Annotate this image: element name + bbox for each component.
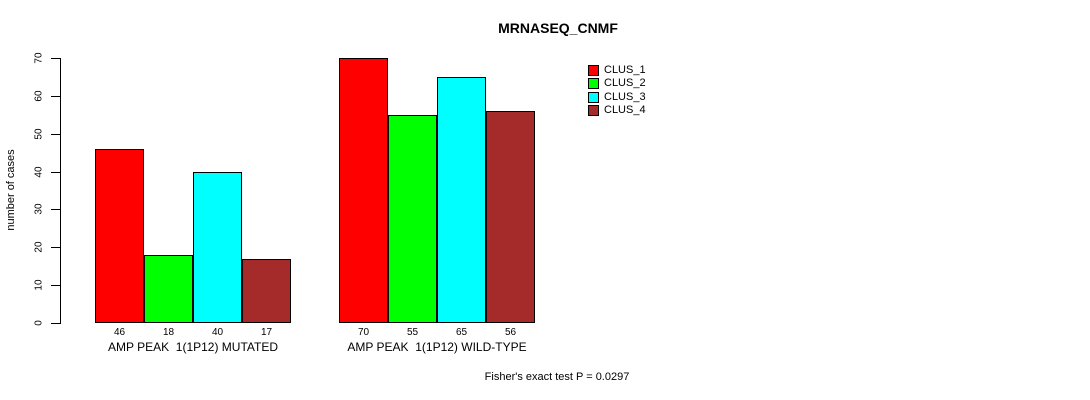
bar-value-label: 65	[455, 327, 468, 338]
bar	[388, 115, 437, 323]
y-axis-label: number of cases	[5, 149, 17, 231]
y-tick	[51, 95, 60, 97]
y-tick	[51, 247, 60, 249]
y-tick-label: 20	[33, 241, 45, 253]
legend-label: CLUS_4	[604, 104, 646, 117]
bar-value-label: 56	[504, 327, 517, 338]
y-tick	[51, 58, 60, 59]
bar	[339, 58, 388, 323]
group-label: AMP PEAK 1(1P12) MUTATED	[107, 340, 279, 354]
y-tick-label: 30	[33, 203, 45, 215]
bar-value-label: 40	[211, 327, 224, 338]
legend-label: CLUS_1	[604, 64, 646, 76]
legend: CLUS_1 CLUS_2 CLUS_3 CLUS_4	[588, 65, 688, 125]
bar-value-label: 18	[162, 327, 175, 338]
bar	[486, 111, 535, 323]
chart-title: MRNASEQ_CNMF	[498, 20, 618, 36]
bar-value-label: 55	[406, 327, 419, 338]
group-label: AMP PEAK 1(1P12) WILD-TYPE	[347, 340, 527, 354]
y-tick-label: 70	[33, 52, 45, 64]
legend-swatch	[588, 65, 599, 76]
bar-value-label: 46	[113, 327, 126, 338]
legend-swatch	[588, 78, 599, 90]
y-tick	[51, 323, 60, 324]
y-tick	[51, 171, 60, 173]
stat-annotation: Fisher's exact test P = 0.0297	[484, 371, 630, 383]
y-tick	[51, 133, 60, 135]
bar	[95, 149, 144, 323]
y-tick-label: 60	[33, 90, 45, 102]
y-tick	[51, 209, 60, 211]
y-tick	[51, 285, 60, 287]
y-tick-label: 0	[33, 320, 45, 326]
legend-swatch	[588, 105, 599, 117]
bar-value-label: 70	[357, 327, 370, 338]
legend-swatch	[588, 91, 599, 103]
bar	[193, 172, 242, 323]
bar	[242, 259, 291, 323]
legend-label: CLUS_2	[604, 77, 646, 90]
y-axis-line	[60, 58, 61, 324]
y-tick-label: 10	[33, 279, 45, 291]
bar-value-label: 17	[260, 327, 273, 338]
y-tick-label: 40	[33, 166, 45, 178]
legend-label: CLUS_3	[604, 90, 646, 103]
bar	[437, 77, 486, 323]
y-tick-label: 50	[33, 128, 45, 140]
bar	[144, 255, 193, 323]
